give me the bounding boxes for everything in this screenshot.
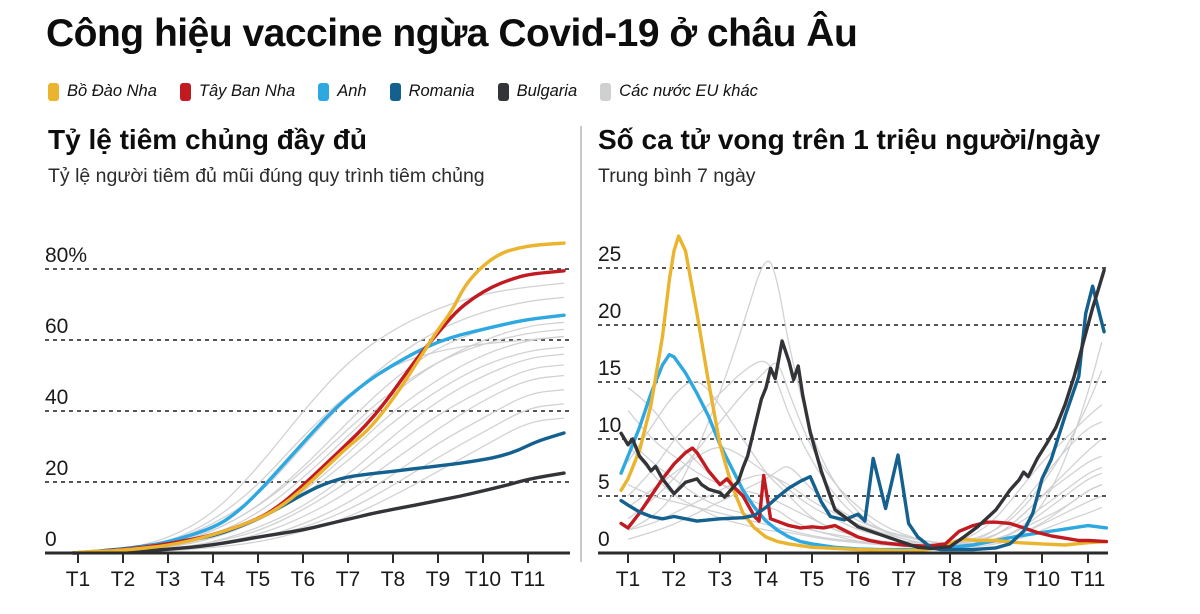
legend-item-0: Bồ Đào Nha [48,82,157,101]
x-tick-label-T1: T1 [616,568,641,591]
x-tick-label-T3: T3 [708,568,733,591]
x-tick-label-T6: T6 [291,568,316,591]
y-tick-label-40: 40 [45,386,68,409]
other-eu-line-2 [77,314,565,554]
series-line-portugal [619,234,1109,553]
other-eu-line-7 [627,484,1103,549]
x-tick-label-T7: T7 [892,568,917,591]
series-line-uk [71,313,566,555]
y-tick-label-0: 0 [598,528,610,551]
other-eu-line-3 [77,321,565,554]
other-eu-line-11 [627,362,1103,544]
legend-label: Các nước EU khác [619,82,758,100]
legend-item-3: Romania [389,82,475,101]
x-tick-label-T2: T2 [111,568,136,591]
x-tick-label-T10: T10 [1024,568,1060,591]
y-tick-label-10: 10 [598,414,621,437]
legend-item-1: Tây Ban Nha [179,82,296,101]
legend-item-2: Anh [318,82,367,101]
x-tick-label-T3: T3 [156,568,181,591]
y-tick-label-20: 20 [598,300,621,323]
legend-swatch-gray [600,82,612,101]
vaccination-chart-title: Tỷ lệ tiêm chủng đầy đủ [48,124,367,155]
legend-item-5: Các nước EU khác [600,82,758,101]
legend-label: Anh [337,82,367,100]
legend-label: Bulgaria [516,82,578,100]
legend-label: Tây Ban Nha [198,82,296,100]
page-title: Công hiệu vaccine ngừa Covid-19 ở châu Â… [46,12,858,55]
y-tick-label-20: 20 [45,457,68,480]
x-tick-label-T4: T4 [201,568,226,591]
x-tick-label-T11: T11 [1071,568,1106,591]
legend-swatch-lightblue [318,82,330,101]
series-line-bulgaria [71,471,566,555]
column-divider-line [580,126,582,562]
legend-swatch-red [179,82,191,101]
y-tick-label-0: 0 [45,528,57,551]
vaccination-chart-subtitle: Tỷ lệ người tiêm đủ mũi đúng quy trình t… [48,165,485,187]
series-line-romania [619,284,1106,552]
x-tick-label-T6: T6 [846,568,871,591]
y-tick-label-25: 25 [598,243,621,266]
other-eu-line-8 [627,455,1103,547]
x-tick-label-T1: T1 [66,568,91,591]
x-tick-label-T7: T7 [336,568,361,591]
deaths-chart-title: Số ca tử vong trên 1 triệu người/ngày [598,124,1101,155]
y-tick-label-5: 5 [598,471,610,494]
series-line-spain [619,446,1109,548]
x-tick-label-T11: T11 [511,568,546,591]
y-tick-label-15: 15 [598,357,621,380]
deaths-section: Số ca tử vong trên 1 triệu người/ngày Tr… [585,124,1200,610]
legend-label: Romania [408,82,475,100]
legend-swatch-darkblue [389,82,401,101]
y-tick-label-60: 60 [45,315,68,338]
deaths-chart-subtitle: Trung bình 7 ngày [598,165,756,187]
x-tick-label-T5: T5 [800,568,825,591]
legend-item-4: Bulgaria [497,82,578,101]
vaccination-section: Tỷ lệ tiêm chủng đầy đủ Tỷ lệ người tiêm… [40,124,575,610]
x-tick-label-T5: T5 [246,568,271,591]
x-tick-label-T4: T4 [754,568,779,591]
legend-label: Bồ Đào Nha [67,82,157,100]
x-tick-label-T9: T9 [984,568,1009,591]
vaccination-chart-canvas: 0 20 40 60 80% T1 T2 T3 T4 T5 T6 T7 T8 T9 T10 T11 [45,241,570,591]
series-line-bulgaria [619,268,1106,551]
x-tick-label-T2: T2 [662,568,687,591]
deaths-chart-canvas: 0 5 10 15 20 25 T1 T2 T3 T4 T5 T6 T7 T8 T9 T10 T11 [598,234,1109,591]
series-line-portugal [71,241,566,555]
other-eu-line-6 [77,346,565,554]
y-tick-label-80: 80% [45,244,87,267]
legend-swatch-darkgray [497,82,509,101]
x-tick-label-T9: T9 [426,568,451,591]
x-tick-label-T8: T8 [938,568,963,591]
other-eu-line-1 [627,387,1103,548]
x-tick-label-T10: T10 [465,568,501,591]
legend-swatch-gold [48,82,59,101]
legend: Bồ Đào Nha Tây Ban Nha Anh Romania Bulgaria C… [48,82,758,101]
x-tick-label-T8: T8 [381,568,406,591]
